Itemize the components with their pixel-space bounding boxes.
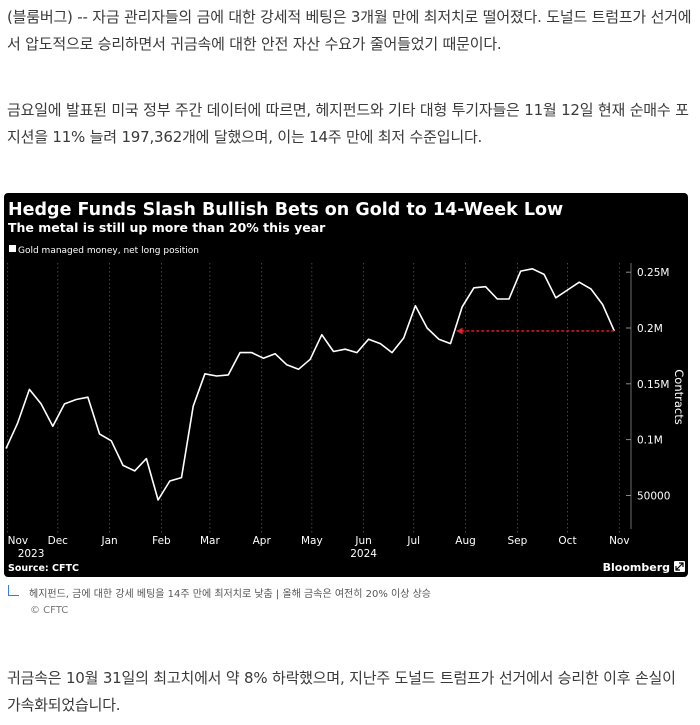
chart-title: Hedge Funds Slash Bullish Bets on Gold t… [8, 200, 563, 220]
grid-layer [7, 263, 620, 535]
y-tick-label: 0.25M [637, 267, 669, 279]
x-tick-label: Sep [507, 535, 527, 547]
x-tick-label: Nov [609, 535, 630, 547]
caption-text: 헤지펀드, 금에 대한 강세 베팅을 14주 만에 최저치로 낮춤 | 올해 금… [29, 589, 431, 600]
x-tick-label: Dec [48, 535, 69, 547]
x-tick-label: Jan [101, 535, 118, 547]
legend-swatch [9, 245, 16, 252]
x-tick-label: Mar [200, 535, 220, 547]
article-paragraph-1: (블룸버그) -- 자금 관리자들의 금에 대한 강세적 베팅은 3개월 만에 … [7, 8, 692, 53]
y-axis: 50000 0.1M 0.15M 0.2M 0.25M [626, 263, 670, 529]
gold-positions-chart: Hedge Funds Slash Bullish Bets on Gold t… [5, 200, 686, 574]
x-axis: Nov Dec Jan Feb Mar Apr May Jun Jul Aug Sep Oct Nov2… [8, 535, 630, 560]
y-tick-label: 0.15M [637, 379, 669, 391]
x-tick-label: Oct [558, 535, 576, 547]
annotation-arrow-head [456, 327, 463, 335]
x-tick-label: Feb [152, 535, 171, 547]
x-tick-label: Jul [406, 535, 420, 547]
series-layer [5, 268, 616, 501]
y-tick-label: 50000 [637, 491, 670, 503]
x-tick-label: Apr [253, 535, 272, 547]
chart-subtitle: The metal is still up more than 20% this… [8, 220, 326, 235]
bloomberg-logo: Bloomberg [603, 561, 670, 574]
y-tick-label: 0.2M [637, 323, 663, 335]
caption-bracket-icon [8, 585, 19, 596]
x-year-label: 2024 [350, 548, 377, 560]
chart-caption: 헤지펀드, 금에 대한 강세 베팅을 14주 만에 최저치로 낮춤 | 올해 금… [8, 585, 431, 600]
expand-icon[interactable] [674, 561, 685, 572]
x-tick-label: Aug [455, 535, 476, 547]
image-credit: © CFTC [30, 605, 69, 616]
article-paragraph-2: 금요일에 발표된 미국 정부 주간 데이터에 따르면, 헤지펀드와 기타 대형 … [7, 101, 689, 146]
legend-label: Gold managed money, net long position [18, 246, 199, 256]
x-tick-label: Nov [8, 535, 29, 547]
x-tick-label: May [301, 535, 323, 547]
chart-source: Source: CFTC [8, 563, 79, 574]
y-axis-label: Contracts [672, 369, 686, 424]
series-line [5, 268, 616, 501]
chart-container: Hedge Funds Slash Bullish Bets on Gold t… [4, 193, 688, 577]
article-paragraph-3: 귀금속은 10월 31일의 최고치에서 약 8% 하락했으며, 지난주 도널드 … [7, 669, 676, 714]
x-year-label: 2023 [18, 548, 45, 560]
x-tick-label: Jun [354, 535, 371, 547]
y-tick-label: 0.1M [637, 435, 663, 447]
